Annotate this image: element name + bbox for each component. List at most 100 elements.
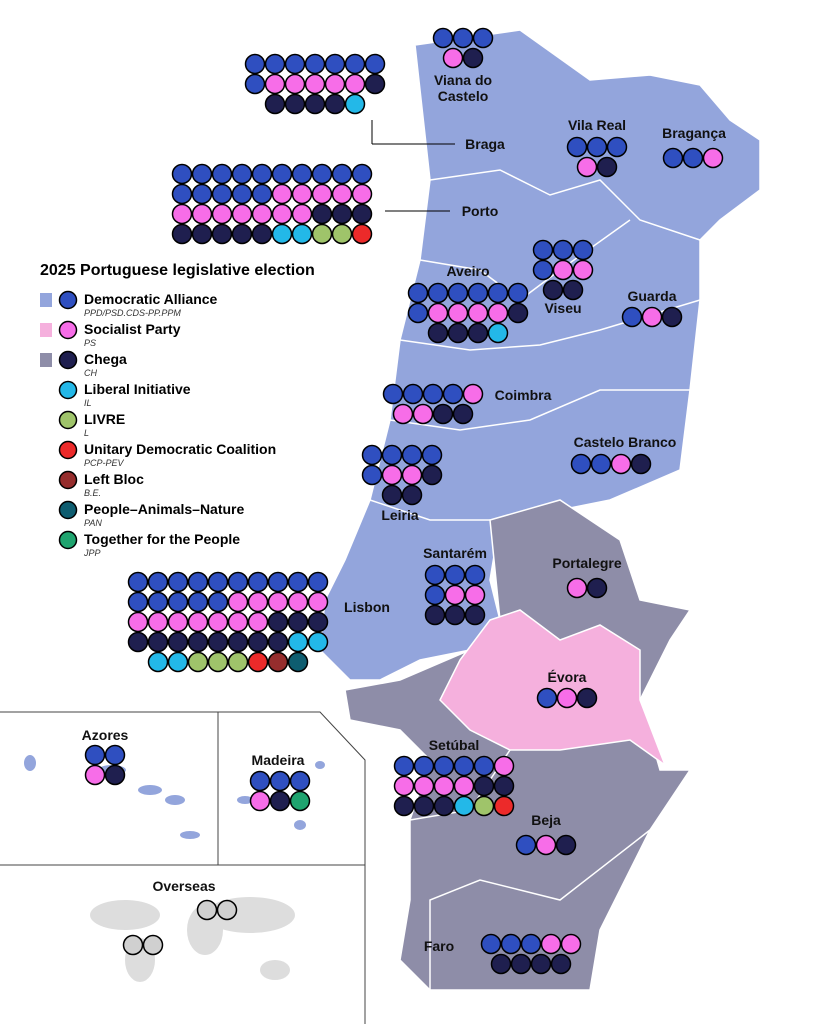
continent bbox=[90, 900, 160, 930]
seat bbox=[556, 687, 578, 709]
seat bbox=[515, 834, 537, 856]
seat bbox=[211, 203, 233, 225]
legend-name: Together for the People bbox=[84, 531, 241, 547]
seat bbox=[702, 147, 724, 169]
seat bbox=[610, 453, 632, 475]
seat bbox=[287, 611, 309, 633]
seat bbox=[251, 163, 273, 185]
seat bbox=[284, 93, 306, 115]
seat bbox=[307, 571, 329, 593]
seat bbox=[147, 631, 169, 653]
seat bbox=[311, 163, 333, 185]
seat bbox=[427, 322, 449, 344]
seat bbox=[432, 27, 454, 49]
seat bbox=[464, 604, 486, 626]
island bbox=[315, 761, 325, 769]
seat bbox=[171, 203, 193, 225]
seat bbox=[493, 775, 515, 797]
seat bbox=[287, 631, 309, 653]
legend-name: Socialist Party bbox=[84, 321, 181, 337]
seat bbox=[424, 604, 446, 626]
legend-abbr: CH bbox=[84, 368, 97, 378]
seat bbox=[351, 203, 373, 225]
seat bbox=[413, 775, 435, 797]
seat bbox=[311, 203, 333, 225]
legend-abbr: L bbox=[84, 428, 90, 438]
title: 2025 Portuguese legislative election bbox=[40, 262, 315, 279]
legend-seat bbox=[58, 380, 78, 400]
district-label: Santarém bbox=[423, 545, 487, 561]
seat bbox=[247, 591, 269, 613]
seat bbox=[331, 163, 353, 185]
legend-name: Left Bloc bbox=[84, 471, 144, 487]
seat bbox=[421, 464, 443, 486]
seat bbox=[364, 73, 386, 95]
seat bbox=[127, 611, 149, 633]
seat bbox=[84, 764, 106, 786]
border bbox=[369, 499, 490, 521]
seat bbox=[324, 93, 346, 115]
district-label: Beja bbox=[531, 812, 561, 828]
seat bbox=[555, 834, 577, 856]
seat bbox=[381, 444, 403, 466]
seat bbox=[127, 631, 149, 653]
seat bbox=[271, 163, 293, 185]
seat bbox=[307, 591, 329, 613]
seat bbox=[251, 203, 273, 225]
legend-seat bbox=[58, 470, 78, 490]
seat bbox=[304, 93, 326, 115]
seat bbox=[566, 136, 588, 158]
legend-abbr: JPP bbox=[84, 548, 101, 558]
seat bbox=[447, 302, 469, 324]
legend-name: Chega bbox=[84, 351, 127, 367]
seat bbox=[291, 203, 313, 225]
seat bbox=[433, 775, 455, 797]
seat bbox=[487, 302, 509, 324]
seat bbox=[331, 203, 353, 225]
legend-name: Liberal Initiative bbox=[84, 381, 191, 397]
seat bbox=[247, 651, 269, 673]
border bbox=[429, 829, 651, 990]
legend-seat bbox=[58, 290, 78, 310]
seat bbox=[187, 631, 209, 653]
seat bbox=[251, 223, 273, 245]
seat bbox=[407, 302, 429, 324]
seat bbox=[427, 282, 449, 304]
seat bbox=[244, 73, 266, 95]
seat bbox=[535, 834, 557, 856]
seat bbox=[393, 775, 415, 797]
legend-abbr: PCP-PEV bbox=[84, 458, 124, 468]
seat bbox=[467, 322, 489, 344]
seat bbox=[211, 163, 233, 185]
seat bbox=[532, 239, 554, 261]
seat bbox=[269, 770, 291, 792]
seat bbox=[171, 223, 193, 245]
seat bbox=[207, 591, 229, 613]
seat bbox=[247, 611, 269, 633]
seat bbox=[550, 953, 572, 975]
island bbox=[294, 820, 306, 830]
district-label: Leiria bbox=[381, 507, 419, 523]
seat bbox=[251, 183, 273, 205]
seat bbox=[444, 604, 466, 626]
seat bbox=[227, 571, 249, 593]
legend-name: LIVRE bbox=[84, 411, 126, 427]
continent bbox=[260, 960, 290, 980]
seat bbox=[231, 223, 253, 245]
district-label: Faro bbox=[423, 938, 455, 954]
region-ps bbox=[439, 609, 667, 768]
seat bbox=[493, 795, 515, 817]
seat bbox=[249, 790, 271, 812]
legend-abbr: B.E. bbox=[84, 488, 102, 498]
seat bbox=[196, 899, 218, 921]
seat bbox=[452, 27, 474, 49]
seat bbox=[500, 933, 522, 955]
seat bbox=[630, 453, 652, 475]
seat bbox=[493, 755, 515, 777]
legend-seat bbox=[58, 530, 78, 550]
seat bbox=[572, 259, 594, 281]
seat bbox=[267, 591, 289, 613]
district-label: Portalegre bbox=[552, 555, 622, 571]
seat bbox=[364, 53, 386, 75]
